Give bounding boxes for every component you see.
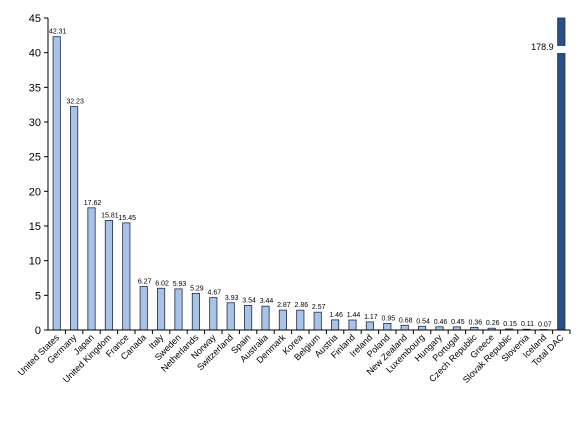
data-label: 2.57 <box>312 304 326 311</box>
y-tick-label: 20 <box>29 186 41 198</box>
data-label: 0.54 <box>416 318 430 325</box>
data-label: 3.93 <box>225 295 239 302</box>
data-label: 15.81 <box>101 212 119 219</box>
bar <box>296 309 305 331</box>
data-label: 3.54 <box>242 297 256 304</box>
data-label: 42.31 <box>49 29 67 36</box>
y-tick-label: 15 <box>29 221 41 233</box>
y-tick-label: 10 <box>29 256 41 268</box>
bar <box>261 305 270 331</box>
bar <box>226 302 235 331</box>
data-label: 2.86 <box>294 302 308 309</box>
data-label: 1.17 <box>364 314 378 321</box>
bar <box>278 309 287 331</box>
bar <box>157 287 166 331</box>
data-label: 1.44 <box>347 312 361 319</box>
data-label: 5.29 <box>190 285 204 292</box>
bar <box>174 288 183 331</box>
y-tick-label: 45 <box>29 13 41 25</box>
bar <box>139 286 148 331</box>
data-label: 0.46 <box>434 319 448 326</box>
bar <box>331 319 340 331</box>
bar <box>348 319 357 331</box>
data-label: 5.93 <box>173 281 187 288</box>
bar <box>383 323 392 331</box>
bar <box>104 219 113 331</box>
bar <box>557 17 566 331</box>
bar <box>52 36 61 331</box>
data-label: 3.44 <box>260 298 274 305</box>
bar <box>191 292 200 331</box>
data-label: 0.45 <box>451 319 465 326</box>
y-axis: 0 5 10 15 20 25 30 35 40 45 <box>29 13 49 337</box>
y-tick-label: 35 <box>29 82 41 94</box>
data-label: 17.62 <box>84 200 102 207</box>
data-label: 0.95 <box>381 315 395 322</box>
bar <box>87 207 96 331</box>
y-tick-label: 25 <box>29 152 41 164</box>
data-label: 0.15 <box>503 321 517 328</box>
data-label: 0.68 <box>399 317 413 324</box>
data-label: 0.36 <box>468 320 482 327</box>
data-label: 0.11 <box>521 321 534 328</box>
y-tick-label: 40 <box>29 48 41 60</box>
bar <box>365 321 374 331</box>
bar <box>209 297 218 331</box>
data-label: 2.87 <box>277 302 291 309</box>
data-label: 1.46 <box>329 312 343 319</box>
data-label: 15.45 <box>119 215 137 222</box>
bar <box>418 325 427 331</box>
data-label: 6.27 <box>138 279 152 286</box>
bar <box>244 305 253 331</box>
bars <box>52 17 566 331</box>
y-tick-label: 0 <box>35 325 41 337</box>
data-label: 4.67 <box>207 290 221 297</box>
data-label: 0.26 <box>486 320 500 327</box>
data-label: 6.02 <box>155 280 169 287</box>
data-label: 32.23 <box>66 99 84 106</box>
y-tick-label: 30 <box>29 117 41 129</box>
bar <box>122 222 131 331</box>
data-label: 0.07 <box>538 322 552 329</box>
y-tick-label: 5 <box>35 290 41 302</box>
bar <box>313 311 322 331</box>
bar <box>400 324 409 331</box>
data-labels: 42.31 32.23 17.62 15.81 15.45 6.27 6.02 5.935.2… <box>49 29 554 329</box>
total-value-label: 178.9 <box>531 42 554 52</box>
axis-break-gap <box>556 46 566 53</box>
bar <box>70 106 79 331</box>
